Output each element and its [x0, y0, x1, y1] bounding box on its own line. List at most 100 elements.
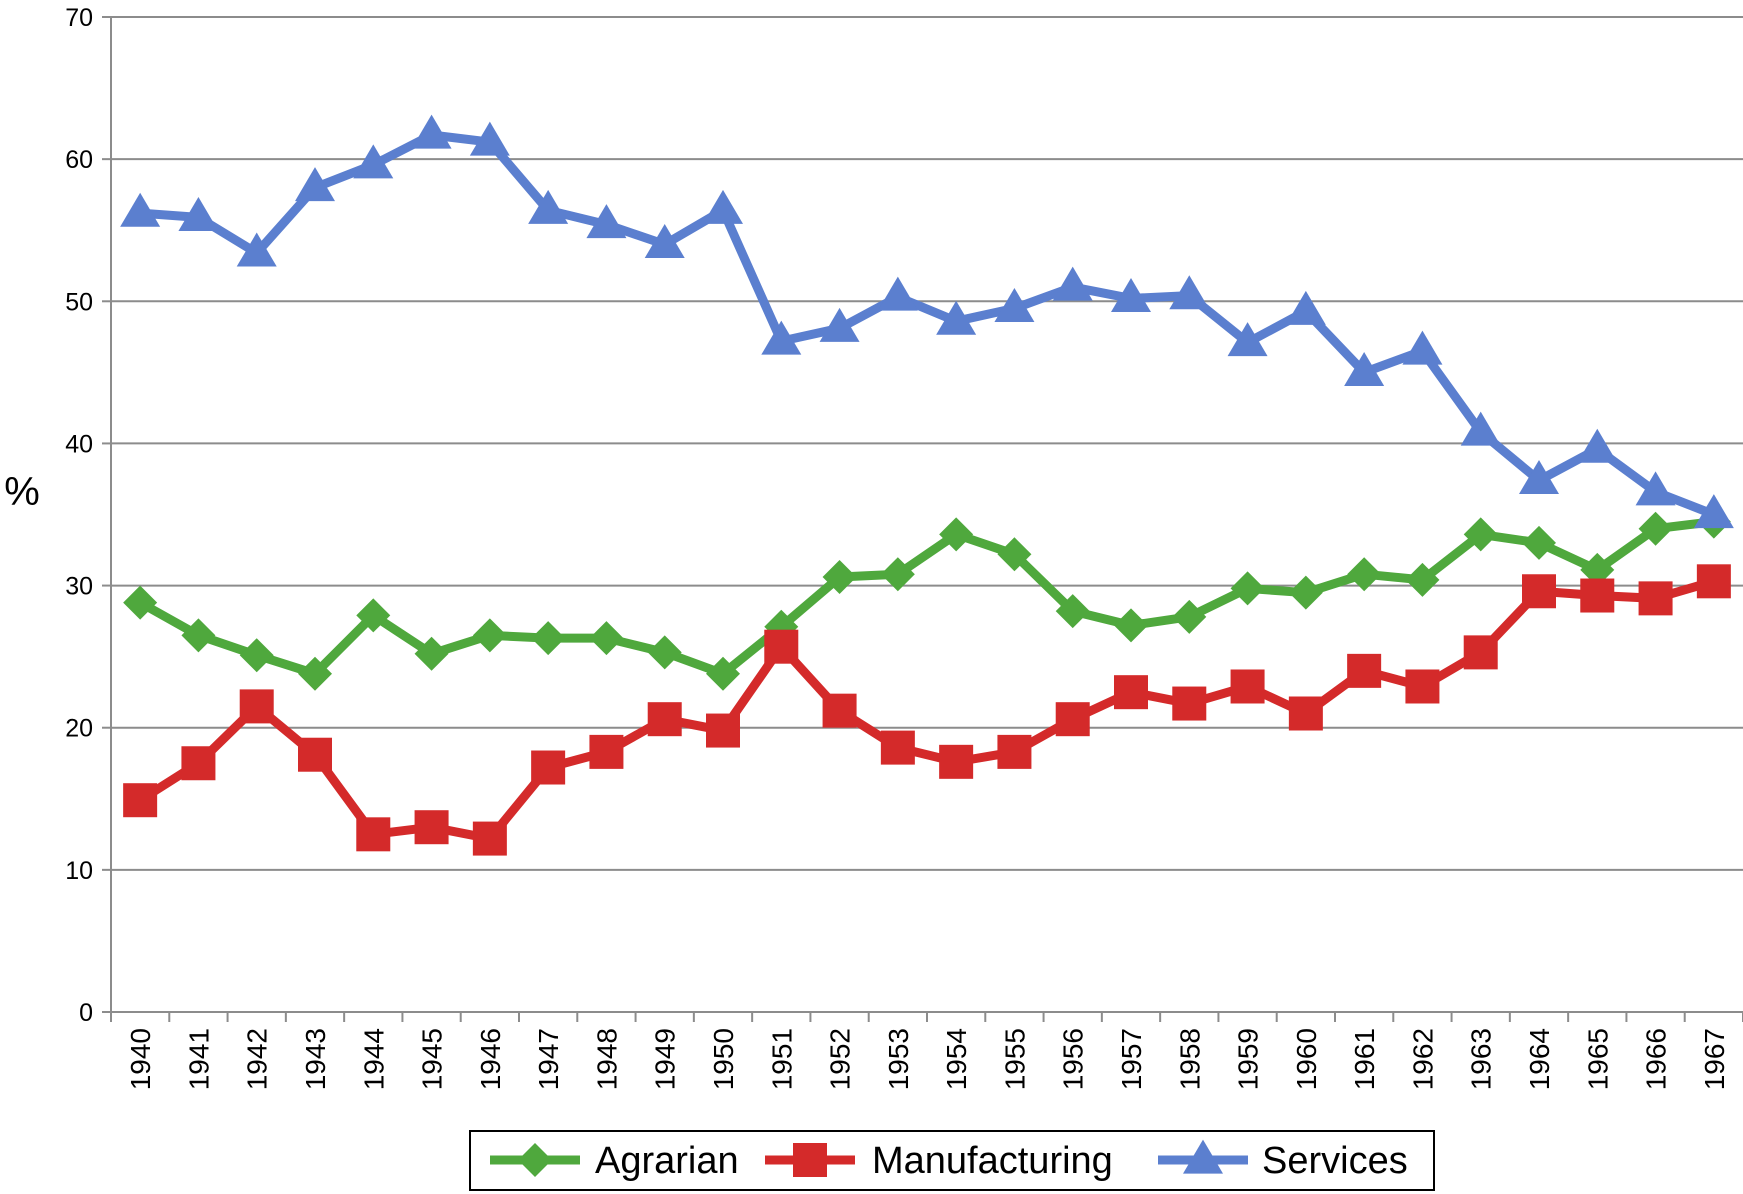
data-point-services	[1227, 322, 1268, 357]
series-agrarian	[123, 504, 1731, 691]
data-point-services	[1577, 428, 1618, 463]
data-point-services	[1285, 290, 1326, 325]
y-tick-label: 10	[65, 857, 93, 885]
x-tick-label: 1967	[1699, 1028, 1730, 1090]
x-tick-label: 1961	[1349, 1028, 1380, 1090]
series-services	[120, 114, 1734, 529]
series-line-manufacturing	[137, 576, 1716, 844]
data-point-services	[295, 167, 335, 202]
y-tick-label: 60	[65, 146, 93, 174]
data-point-services	[644, 224, 685, 259]
data-point-services	[1693, 494, 1734, 529]
data-point-agrarian	[1463, 517, 1498, 552]
x-tick-label: 1965	[1582, 1028, 1613, 1090]
x-tick-label: 1958	[1174, 1028, 1205, 1090]
data-point-services	[236, 232, 277, 267]
data-point-agrarian	[1638, 511, 1673, 546]
x-tick-label: 1954	[941, 1028, 972, 1090]
data-point-services	[1460, 411, 1501, 446]
data-point-manufacturing	[1055, 702, 1090, 737]
data-point-agrarian	[1288, 575, 1323, 610]
x-tick-label: 1952	[825, 1028, 856, 1090]
data-point-manufacturing	[1463, 635, 1498, 670]
x-tick-label: 1949	[650, 1028, 681, 1090]
data-point-services	[528, 189, 569, 224]
data-point-manufacturing	[1347, 653, 1382, 688]
x-tick-label: 1950	[708, 1028, 739, 1090]
data-point-agrarian	[1347, 557, 1382, 592]
data-point-agrarian	[181, 618, 216, 653]
x-tick-label: 1957	[1116, 1028, 1147, 1090]
data-point-agrarian	[414, 636, 449, 671]
data-point-manufacturing	[123, 783, 158, 818]
data-point-services	[994, 287, 1035, 322]
gridlines	[102, 16, 1743, 1013]
legend-marker-agrarian	[518, 1143, 552, 1177]
data-point-agrarian	[531, 621, 566, 656]
data-point-agrarian	[589, 621, 624, 656]
x-tick-label: 1944	[358, 1028, 389, 1090]
data-point-agrarian	[1580, 552, 1615, 587]
x-tick-label: 1955	[999, 1028, 1030, 1090]
legend-label-agrarian: Agrarian	[595, 1140, 739, 1182]
x-tick-label: 1962	[1407, 1028, 1438, 1090]
data-point-agrarian	[1055, 594, 1090, 629]
series-line-services	[139, 130, 1716, 519]
axes	[110, 17, 1743, 1022]
legend-label-services: Services	[1262, 1140, 1408, 1182]
data-point-agrarian	[298, 656, 332, 691]
data-point-services	[1111, 278, 1151, 313]
data-point-agrarian	[880, 557, 915, 592]
series-line-agrarian	[137, 517, 1715, 679]
legend-box	[469, 1130, 1435, 1191]
y-tick-labels: 0 10 20 30 40 50 60 70	[65, 4, 93, 1027]
data-point-manufacturing	[706, 713, 740, 748]
data-point-manufacturing	[414, 810, 449, 845]
data-point-manufacturing	[647, 702, 682, 737]
y-tick-label: 20	[65, 715, 93, 743]
x-tick-label: 1948	[591, 1028, 622, 1090]
x-tick-label: 1956	[1058, 1028, 1089, 1090]
data-point-services	[1402, 330, 1443, 365]
data-point-manufacturing	[822, 693, 857, 728]
legend-item-services: Services	[1158, 1139, 1408, 1182]
data-point-agrarian	[997, 537, 1032, 572]
data-point-agrarian	[1405, 562, 1440, 597]
data-point-agrarian	[1230, 571, 1265, 606]
x-tick-label: 1963	[1466, 1028, 1497, 1090]
y-tick-label: 0	[79, 999, 93, 1027]
legend-label-manufacturing: Manufacturing	[872, 1140, 1113, 1182]
data-point-manufacturing	[939, 744, 974, 779]
data-point-manufacturing	[880, 730, 915, 765]
data-point-manufacturing	[997, 734, 1032, 769]
data-point-manufacturing	[1288, 696, 1323, 731]
data-point-services	[353, 144, 394, 179]
x-tick-label: 1959	[1233, 1028, 1264, 1090]
data-point-services	[761, 320, 802, 355]
data-point-agrarian	[1522, 525, 1556, 560]
data-point-manufacturing	[1580, 578, 1615, 613]
data-point-services	[411, 114, 452, 149]
y-tick-label: 30	[65, 573, 93, 601]
x-tick-label: 1960	[1291, 1028, 1322, 1090]
data-point-manufacturing	[1172, 686, 1207, 721]
data-point-services	[178, 197, 219, 232]
data-point-services	[1169, 275, 1210, 310]
data-point-services	[877, 276, 918, 311]
data-point-agrarian	[356, 598, 391, 633]
data-point-services	[703, 189, 743, 224]
x-tick-label: 1943	[300, 1028, 331, 1090]
data-point-manufacturing	[181, 746, 216, 781]
data-point-manufacturing	[764, 629, 799, 664]
y-tick-label: 40	[65, 430, 93, 458]
data-point-agrarian	[1172, 599, 1207, 634]
data-point-manufacturing	[1522, 574, 1556, 609]
data-point-services	[120, 192, 161, 227]
data-point-services	[1635, 471, 1676, 506]
y-tick-label: 50	[65, 288, 93, 316]
y-tick-label: 70	[65, 4, 93, 32]
data-point-agrarian	[706, 656, 740, 691]
data-point-agrarian	[939, 517, 974, 552]
series-group	[120, 114, 1734, 856]
